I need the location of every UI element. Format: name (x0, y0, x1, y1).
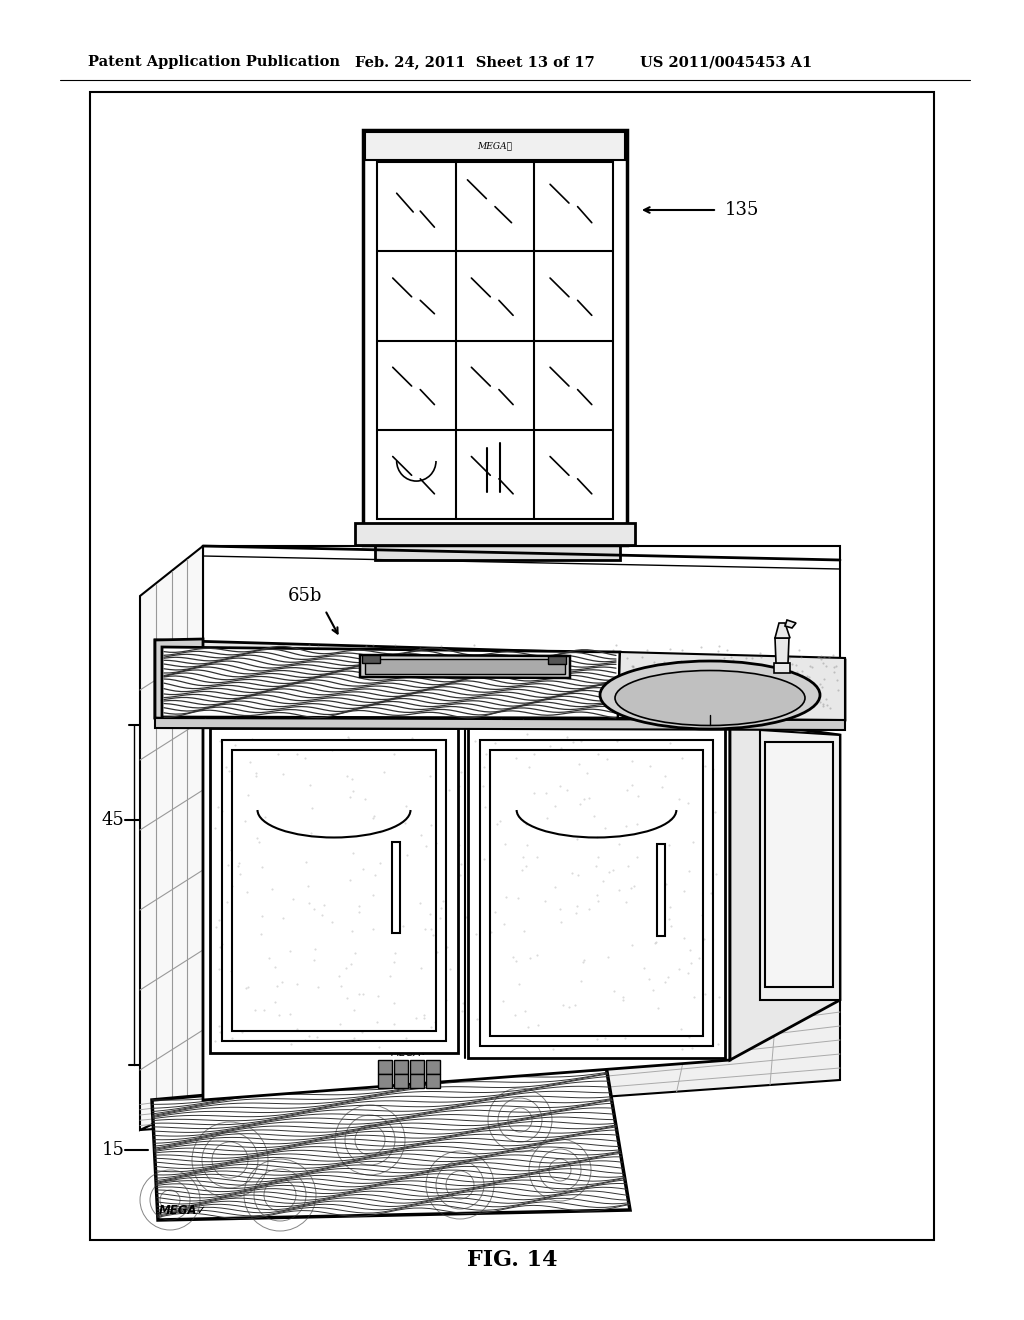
Polygon shape (203, 719, 730, 1100)
Polygon shape (375, 540, 620, 560)
Bar (222, 741, 446, 1041)
Text: MEGA✓: MEGA✓ (477, 141, 512, 150)
Bar (394, 1074, 408, 1088)
Bar (394, 1060, 408, 1074)
Polygon shape (155, 718, 845, 730)
Polygon shape (785, 620, 796, 628)
Text: 15: 15 (101, 1140, 125, 1159)
Polygon shape (775, 638, 790, 663)
Bar (480, 741, 713, 1045)
Polygon shape (162, 647, 620, 718)
Bar (365, 659, 565, 675)
Bar (232, 750, 436, 1031)
Polygon shape (730, 719, 840, 1060)
Text: US 2011/0045453 A1: US 2011/0045453 A1 (640, 55, 812, 69)
Polygon shape (203, 546, 840, 719)
Bar (362, 129, 627, 545)
Bar (210, 729, 458, 1053)
Bar (378, 1074, 392, 1088)
Text: 65b: 65b (288, 587, 323, 605)
Bar (365, 132, 625, 160)
Polygon shape (774, 663, 790, 673)
Polygon shape (140, 1001, 840, 1130)
Text: MEGA✓: MEGA✓ (390, 1048, 430, 1059)
Polygon shape (155, 639, 203, 719)
Bar (392, 842, 400, 933)
Bar (377, 162, 613, 519)
Bar (355, 523, 635, 545)
Polygon shape (618, 652, 845, 719)
Text: Feb. 24, 2011  Sheet 13 of 17: Feb. 24, 2011 Sheet 13 of 17 (355, 55, 595, 69)
Bar (90, 92, 934, 1239)
Ellipse shape (600, 661, 820, 729)
Polygon shape (760, 730, 840, 1001)
Bar (378, 1060, 392, 1074)
Text: 45: 45 (101, 810, 124, 829)
Bar (410, 1074, 424, 1088)
Bar (426, 1074, 440, 1088)
Polygon shape (152, 1060, 630, 1220)
Bar (410, 1060, 424, 1074)
Polygon shape (140, 546, 203, 1130)
Bar (656, 843, 665, 936)
Text: 135: 135 (725, 201, 760, 219)
Polygon shape (155, 640, 845, 719)
Bar (765, 742, 833, 987)
Text: MEGA✓: MEGA✓ (159, 1204, 207, 1217)
Text: Patent Application Publication: Patent Application Publication (88, 55, 340, 69)
Bar (490, 750, 703, 1036)
Bar (362, 655, 380, 663)
Polygon shape (360, 655, 570, 678)
Bar (548, 656, 566, 664)
Bar (426, 1060, 440, 1074)
Text: FIG. 14: FIG. 14 (467, 1249, 557, 1271)
Polygon shape (775, 623, 790, 638)
Ellipse shape (615, 671, 805, 726)
Bar (468, 729, 725, 1059)
